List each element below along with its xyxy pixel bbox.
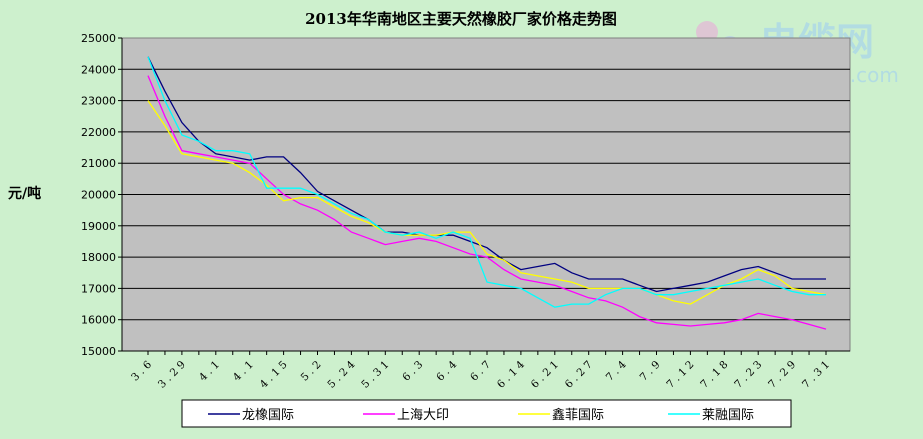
x-tick-label: 7 . 4	[604, 358, 629, 383]
x-tick-label: 6 . 2 1	[529, 359, 561, 391]
y-axis: 25000 24000 23000 22000 21000 20000 19000 18000…	[81, 32, 123, 358]
x-tick-label: 3 . 6	[129, 358, 154, 383]
x-tick-label: 5 . 3 1	[359, 359, 391, 391]
y-tick-label: 25000	[81, 32, 116, 45]
y-tick-label: 16000	[81, 314, 116, 327]
x-tick-label: 6 . 4	[434, 358, 459, 383]
y-tick-label: 19000	[81, 220, 116, 233]
x-tick-label: 6 . 3	[400, 359, 425, 384]
x-tick-label: 7 . 3 1	[800, 359, 832, 391]
y-tick-label: 24000	[81, 63, 116, 76]
x-tick-label: 7 . 2 9	[766, 359, 798, 391]
x-tick-label: 7 . 1 8	[698, 359, 730, 391]
series-line-1	[147, 56, 826, 293]
x-tick-label: 5 . 2	[299, 359, 324, 384]
gridlines	[122, 68, 850, 321]
series-line-4	[147, 56, 826, 308]
x-tick-label: 6 . 1 4	[495, 358, 527, 390]
x-tick-label: 3 . 2 9	[156, 359, 188, 391]
x-tick-label: 6 . 2 7	[563, 359, 595, 391]
y-tick-label: 21000	[81, 157, 116, 170]
series-line-2	[147, 75, 827, 330]
y-tick-label: 15000	[81, 345, 116, 358]
x-tick-label: 7 . 2 3	[732, 359, 764, 391]
x-tick-label: 4 . 1	[231, 359, 256, 384]
x-tick-label: 5 . 2 4	[325, 358, 357, 390]
y-tick-label: 20000	[81, 189, 116, 202]
x-tick-label: 7 . 1 2	[664, 359, 696, 391]
x-tick-label: 6 . 7	[468, 359, 493, 384]
y-tick-label: 18000	[81, 251, 116, 264]
legend-label: 上海大印	[397, 408, 449, 423]
legend-label: 鑫菲国际	[552, 407, 604, 423]
y-tick-label: 23000	[81, 95, 116, 108]
chart-title: 2013年华南地区主要天然橡胶厂家价格走势图	[305, 10, 617, 28]
series-lines	[147, 56, 827, 330]
x-tick-label: 4 . 1	[197, 359, 222, 384]
y-axis-label: 元/吨	[8, 185, 41, 202]
series-line-3	[147, 100, 827, 305]
legend: 龙橡国际 上海大印 鑫菲国际 莱融国际	[181, 399, 792, 428]
x-tick-label: 4 . 1 5	[258, 359, 290, 391]
legend-label: 龙橡国际	[242, 408, 294, 423]
y-tick-label: 17000	[81, 282, 116, 295]
x-tick-label: 7 . 9	[638, 359, 663, 384]
legend-label: 莱融国际	[702, 408, 754, 423]
y-tick-label: 22000	[81, 126, 116, 139]
